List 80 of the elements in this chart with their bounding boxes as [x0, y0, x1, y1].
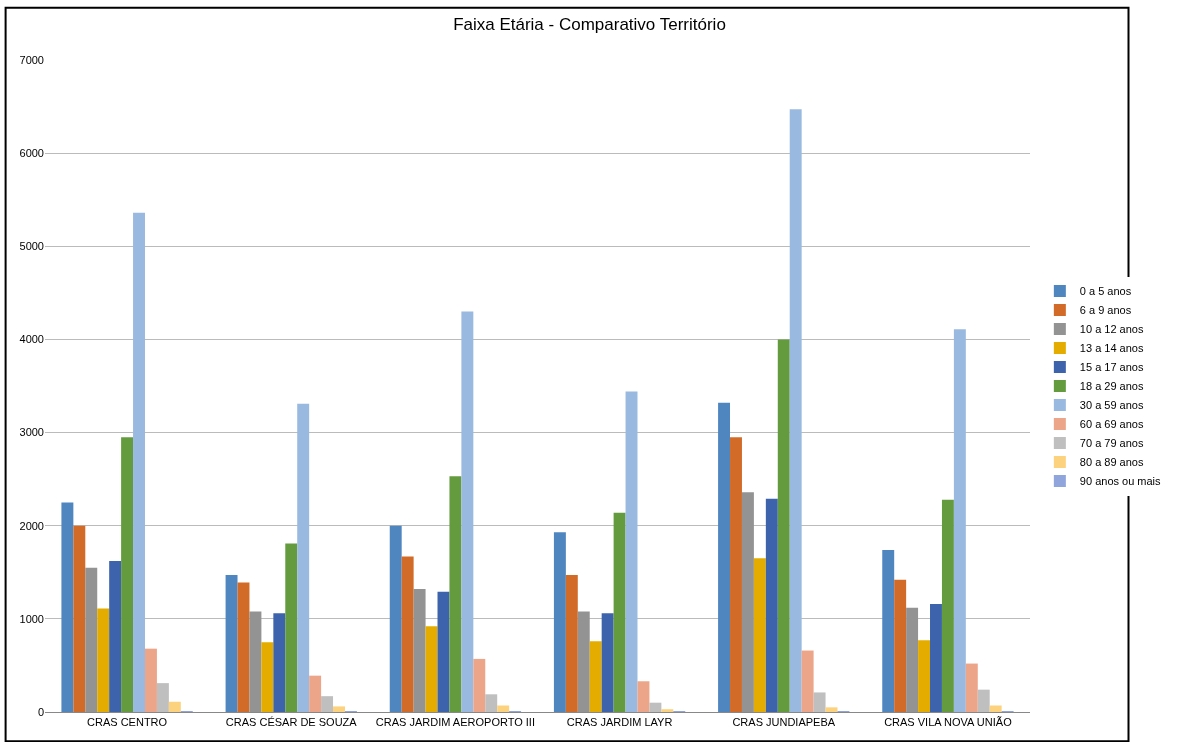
bar — [589, 641, 602, 712]
x-tick-label: CRAS JARDIM LAYR — [566, 716, 673, 729]
chart-title: Faixa Etária - Comparativo Território — [453, 15, 726, 35]
bar — [156, 683, 169, 712]
x-tick-label: CRAS CÉSAR DE SOUZA — [225, 716, 358, 729]
bar — [918, 640, 931, 712]
bar — [637, 681, 650, 712]
bar — [661, 709, 674, 712]
x-tick-label: CRAS CENTRO — [87, 716, 168, 729]
bar — [813, 692, 826, 712]
bar — [297, 403, 310, 712]
bar — [273, 613, 286, 712]
bar — [777, 339, 790, 712]
bar — [965, 663, 978, 712]
y-tick-label: 6000 — [19, 146, 44, 159]
bar — [133, 212, 145, 712]
legend-label: 60 a 69 anos — [1079, 418, 1144, 431]
y-tick-label: 1000 — [19, 612, 44, 625]
bar — [321, 696, 334, 712]
bar — [894, 579, 907, 712]
bar — [718, 402, 731, 712]
y-tick-label: 3000 — [19, 426, 44, 439]
bar — [168, 701, 181, 712]
bar — [613, 512, 626, 712]
bar — [333, 706, 345, 712]
legend-label: 10 a 12 anos — [1079, 323, 1144, 336]
y-tick-label: 5000 — [19, 240, 44, 253]
bar — [930, 603, 942, 712]
legend-label: 6 a 9 anos — [1079, 304, 1132, 317]
bar — [389, 525, 402, 712]
bar — [565, 575, 578, 712]
bar — [789, 109, 802, 712]
bar — [941, 499, 954, 712]
bar — [73, 525, 86, 712]
bar — [649, 702, 662, 712]
bar — [285, 543, 298, 712]
legend-label: 30 a 59 anos — [1079, 399, 1144, 412]
bar — [401, 556, 414, 712]
x-tick-label: CRAS VILA NOVA UNIÃO — [884, 716, 1013, 729]
bar — [977, 689, 990, 712]
bar — [437, 591, 450, 712]
bar — [765, 498, 778, 712]
bar — [461, 311, 474, 712]
bar — [601, 613, 614, 712]
bar — [485, 694, 498, 712]
y-tick-label: 0 — [37, 705, 44, 718]
bar — [473, 658, 486, 712]
x-tick-label: CRAS JUNDIAPEBA — [732, 716, 836, 729]
bar — [261, 642, 274, 712]
bar — [882, 549, 895, 712]
bar — [553, 532, 566, 712]
legend-label: 0 a 5 anos — [1079, 285, 1132, 298]
bar — [144, 648, 157, 712]
bar — [121, 437, 134, 712]
bar — [730, 437, 742, 712]
y-tick-label: 7000 — [19, 53, 44, 66]
legend-label: 18 a 29 anos — [1079, 380, 1144, 393]
bar — [625, 391, 638, 712]
bar — [989, 705, 1002, 712]
bar — [61, 502, 74, 712]
y-tick-label: 4000 — [19, 333, 44, 346]
bar — [309, 675, 322, 712]
legend-label: 15 a 17 anos — [1079, 361, 1144, 374]
bar — [753, 558, 766, 712]
legend-label: 80 a 89 anos — [1079, 456, 1144, 469]
bar — [449, 476, 462, 712]
bar — [97, 608, 110, 712]
legend-label: 70 a 79 anos — [1079, 437, 1144, 450]
y-tick-label: 2000 — [19, 519, 44, 532]
legend-label: 13 a 14 anos — [1079, 342, 1144, 355]
bar — [953, 329, 966, 712]
bar — [425, 626, 438, 712]
legend-label: 90 anos ou mais — [1079, 475, 1162, 488]
bar — [109, 561, 122, 712]
x-tick-label: CRAS JARDIM AEROPORTO III — [375, 716, 535, 729]
bar — [801, 650, 814, 712]
bar — [825, 707, 838, 712]
bar — [237, 582, 250, 712]
bar — [225, 575, 238, 712]
bar — [497, 705, 510, 712]
